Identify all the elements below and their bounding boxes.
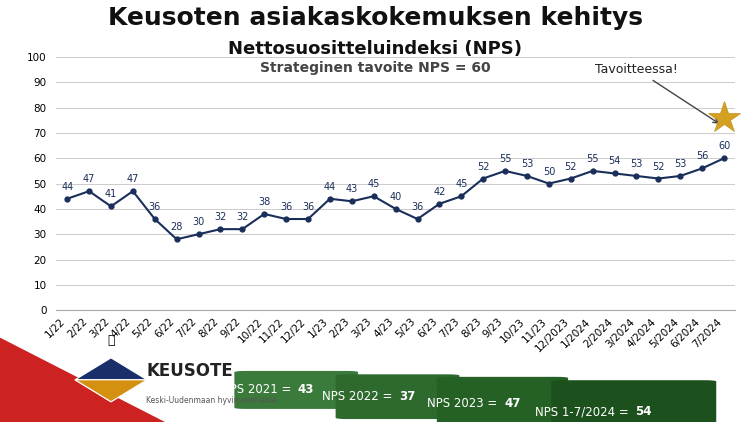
Text: 47: 47 [504, 397, 520, 410]
Text: Keski-Uudenmaan hyvinvointialue: Keski-Uudenmaan hyvinvointialue [146, 396, 277, 406]
Text: 32: 32 [214, 212, 226, 222]
Text: 44: 44 [61, 182, 74, 192]
FancyBboxPatch shape [234, 371, 358, 409]
Text: Strateginen tavoite NPS = 60: Strateginen tavoite NPS = 60 [260, 61, 490, 75]
Text: 38: 38 [258, 197, 271, 207]
Text: NPS 2022 =: NPS 2022 = [322, 390, 396, 403]
Text: 54: 54 [635, 406, 652, 418]
Polygon shape [75, 380, 111, 402]
Text: Nettosuositteluindeksi (NPS): Nettosuositteluindeksi (NPS) [228, 40, 522, 58]
Polygon shape [75, 380, 147, 402]
Text: 36: 36 [280, 202, 292, 212]
Polygon shape [75, 358, 147, 380]
Text: 42: 42 [433, 187, 445, 197]
Text: 44: 44 [324, 182, 336, 192]
Text: 55: 55 [586, 154, 599, 164]
Text: 47: 47 [127, 174, 139, 184]
Text: 36: 36 [412, 202, 424, 212]
Text: 55: 55 [499, 154, 512, 164]
Text: 45: 45 [368, 179, 380, 189]
Text: 32: 32 [236, 212, 248, 222]
Text: NPS 2021 =: NPS 2021 = [220, 384, 295, 396]
Text: 56: 56 [696, 151, 708, 162]
Text: 28: 28 [170, 222, 183, 233]
Text: Keusoten asiakaskokemuksen kehitys: Keusoten asiakaskokemuksen kehitys [107, 6, 643, 30]
Text: 53: 53 [630, 159, 643, 169]
Text: 53: 53 [520, 159, 533, 169]
Text: 37: 37 [399, 390, 416, 403]
Text: KEUSOTE: KEUSOTE [146, 362, 233, 380]
Text: 52: 52 [652, 162, 664, 172]
Text: 50: 50 [543, 167, 555, 177]
Text: Tavoitteessa!: Tavoitteessa! [595, 63, 718, 123]
Text: 36: 36 [302, 202, 314, 212]
Text: 53: 53 [674, 159, 686, 169]
Text: 36: 36 [148, 202, 161, 212]
FancyBboxPatch shape [551, 380, 716, 422]
Text: 40: 40 [389, 192, 402, 202]
Text: 45: 45 [455, 179, 467, 189]
Text: 60: 60 [718, 141, 730, 151]
Polygon shape [111, 380, 147, 402]
Text: 🌿: 🌿 [107, 334, 115, 347]
Text: 47: 47 [83, 174, 95, 184]
Text: NPS 2023 =: NPS 2023 = [427, 397, 501, 410]
Text: NPS 1-7/2024 =: NPS 1-7/2024 = [535, 406, 632, 418]
FancyBboxPatch shape [436, 377, 568, 422]
Polygon shape [0, 338, 165, 422]
Text: 52: 52 [477, 162, 490, 172]
Text: 41: 41 [105, 189, 117, 200]
Text: 30: 30 [193, 217, 205, 227]
Text: 43: 43 [298, 384, 314, 396]
Text: 43: 43 [346, 184, 358, 195]
FancyBboxPatch shape [336, 374, 459, 419]
Text: 54: 54 [608, 157, 621, 167]
Text: 52: 52 [565, 162, 577, 172]
